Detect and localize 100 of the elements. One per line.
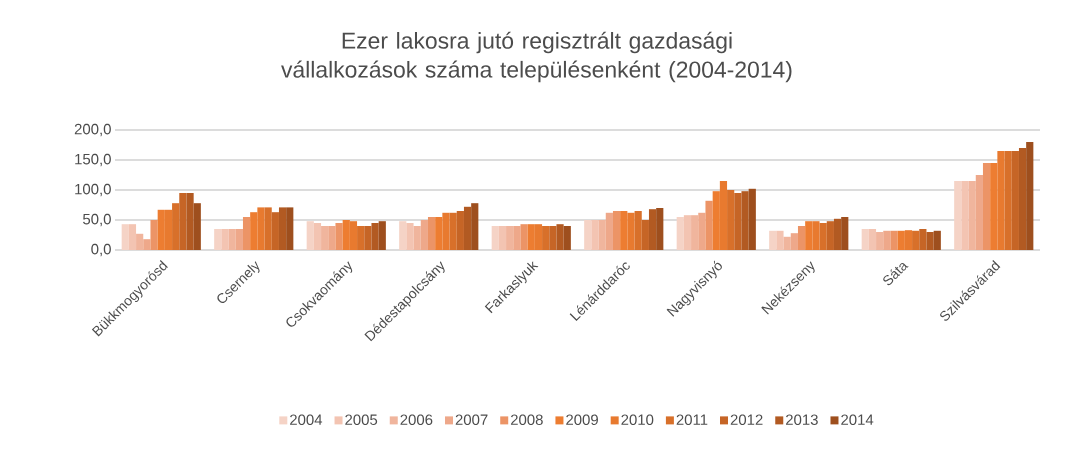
- bar: [520, 224, 528, 250]
- y-tick-label: 0,0: [91, 243, 111, 257]
- bar: [278, 207, 287, 250]
- bar: [463, 206, 472, 250]
- bar: [427, 216, 436, 250]
- bar: [883, 230, 891, 250]
- y-tick-label: 150,0: [75, 153, 111, 167]
- legend-label: 2006: [400, 414, 433, 425]
- bar: [790, 233, 798, 250]
- bar: [612, 210, 621, 250]
- y-tick-label: 200,0: [74, 123, 111, 137]
- bar: [605, 212, 613, 250]
- bar: [676, 216, 684, 250]
- bar: [491, 225, 499, 250]
- bar: [420, 219, 428, 250]
- bar: [264, 207, 272, 250]
- bar: [968, 180, 976, 250]
- bar: [413, 225, 421, 250]
- bar: [734, 192, 742, 250]
- bar: [128, 224, 137, 250]
- bar: [933, 230, 941, 250]
- bar: [143, 239, 151, 250]
- chart-title: Ezer lakosra jutó regisztrált gazdasági vállalkozások száma településenként (2004-2014): [281, 31, 792, 83]
- legend-label: 2009: [566, 414, 598, 425]
- bar: [121, 224, 129, 250]
- bar: [556, 224, 564, 250]
- bar: [235, 228, 243, 250]
- bar: [912, 230, 920, 250]
- bar: [513, 225, 521, 250]
- bar: [919, 228, 927, 250]
- y-tick-label: 100,0: [75, 183, 111, 197]
- bar: [563, 225, 571, 250]
- bar: [1026, 141, 1034, 250]
- legend-label: 2013: [785, 414, 818, 425]
- bar: [136, 233, 144, 250]
- legend-label: 2014: [841, 414, 874, 425]
- bar: [890, 230, 898, 250]
- bar: [364, 225, 372, 250]
- bar: [961, 180, 969, 250]
- bar: [271, 212, 279, 250]
- bar: [598, 219, 606, 250]
- bar: [634, 210, 642, 250]
- bar: [228, 228, 236, 250]
- bar: [656, 207, 664, 250]
- bar: [876, 231, 884, 250]
- bar: [328, 225, 336, 250]
- legend-label: 2012: [730, 414, 763, 425]
- bar: [1011, 150, 1019, 250]
- bar: [549, 225, 557, 250]
- bar: [591, 219, 599, 250]
- bar: [641, 219, 649, 250]
- bar: [826, 221, 834, 250]
- bar: [648, 209, 657, 250]
- bar: [313, 222, 322, 250]
- legend-label: 2005: [345, 414, 378, 425]
- bar: [698, 212, 706, 250]
- bar: [399, 221, 407, 250]
- bar: [179, 192, 187, 250]
- bar: [542, 225, 550, 250]
- bar: [321, 225, 329, 250]
- bar: [705, 200, 713, 250]
- bar: [378, 221, 386, 250]
- bar: [683, 215, 692, 250]
- bar: [769, 230, 777, 250]
- bar: [186, 192, 194, 250]
- bar: [286, 207, 294, 250]
- bar: [584, 219, 592, 250]
- bar: [1018, 147, 1027, 250]
- bar: [797, 225, 806, 250]
- bar: [691, 215, 699, 250]
- bar: [868, 228, 877, 250]
- bar: [371, 222, 379, 250]
- bar: [172, 203, 180, 250]
- legend-label: 2004: [290, 414, 323, 425]
- bar: [776, 230, 784, 250]
- bar: [221, 228, 229, 250]
- bar: [727, 189, 735, 250]
- bar: [449, 212, 457, 250]
- bar: [456, 210, 464, 250]
- bar: [833, 218, 842, 250]
- bar: [861, 228, 869, 250]
- bar: [741, 191, 749, 250]
- bar: [982, 162, 991, 250]
- bar: [748, 188, 756, 250]
- bar: [1004, 150, 1012, 250]
- x-tick-label: Sáta: [883, 262, 909, 286]
- bar: [193, 203, 201, 250]
- legend-label: 2008: [510, 414, 543, 425]
- bar: [954, 180, 962, 250]
- legend-label: 2010: [621, 414, 654, 425]
- bar: [783, 236, 791, 250]
- bar: [335, 222, 343, 250]
- bar: [406, 222, 414, 250]
- bar: [926, 231, 934, 250]
- bar: [306, 221, 314, 250]
- bar: [975, 174, 983, 250]
- legend-label: 2007: [455, 414, 488, 425]
- y-tick-label: 50,0: [83, 213, 111, 227]
- legend-label: 2011: [676, 414, 708, 425]
- bar: [506, 225, 514, 250]
